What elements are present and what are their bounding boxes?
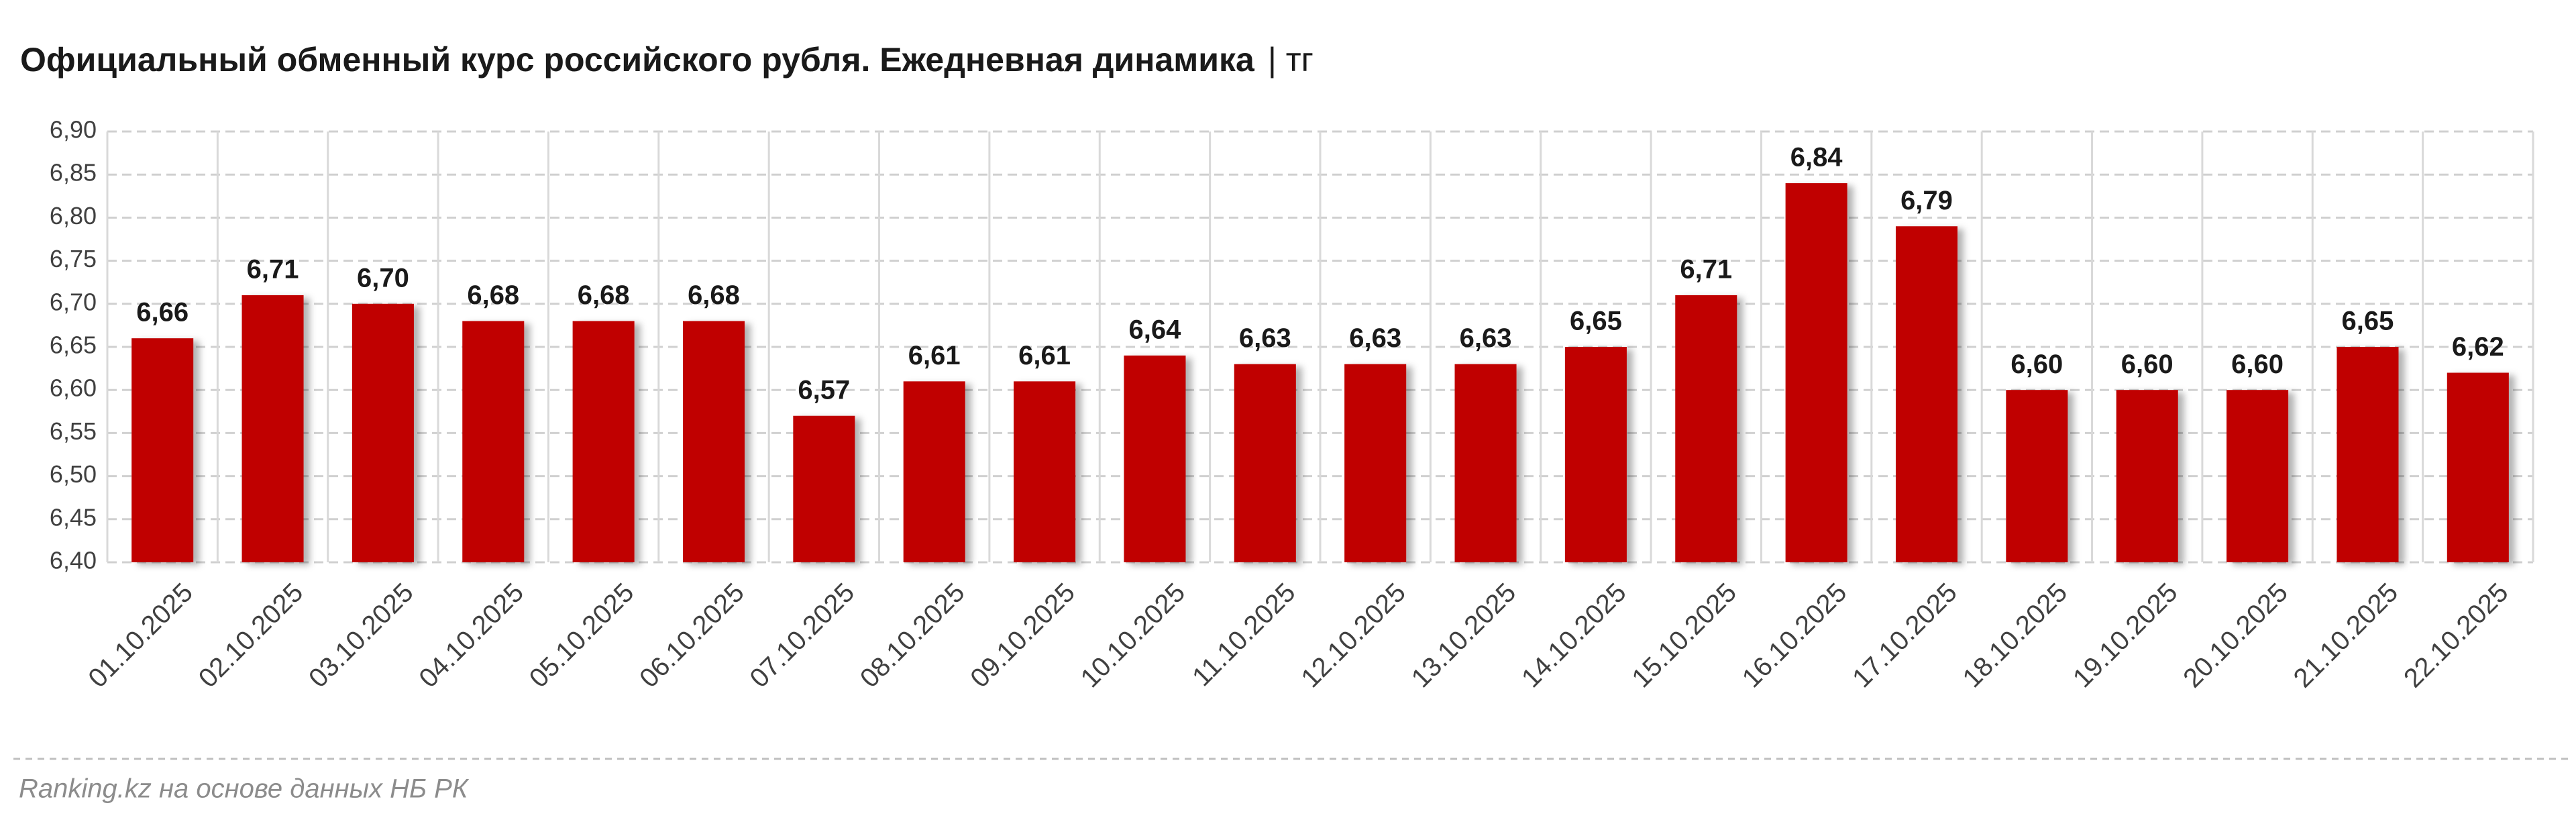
- y-tick-label: 6,85: [50, 159, 97, 187]
- x-tick-label: 18.10.2025: [1957, 578, 2074, 694]
- bar: [2226, 390, 2289, 562]
- value-label: 6,68: [688, 280, 740, 310]
- bar: [2116, 390, 2178, 562]
- x-tick-label: 21.10.2025: [2288, 578, 2404, 694]
- bar: [682, 321, 745, 562]
- y-tick-label: 6,45: [50, 503, 97, 531]
- value-label: 6,62: [2452, 332, 2504, 362]
- y-tick-label: 6,75: [50, 245, 97, 272]
- bar: [1234, 364, 1296, 562]
- x-tick-label: 19.10.2025: [2068, 578, 2184, 694]
- x-tick-label: 02.10.2025: [193, 578, 309, 694]
- x-tick-label: 14.10.2025: [1516, 578, 1632, 694]
- bar: [2006, 390, 2068, 562]
- value-label: 6,60: [2231, 350, 2284, 379]
- x-tick-label: 22.10.2025: [2398, 578, 2514, 694]
- bar: [1344, 364, 1407, 562]
- value-label: 6,65: [2342, 307, 2394, 336]
- x-tick-label: 05.10.2025: [524, 578, 640, 694]
- value-label: 6,61: [1018, 341, 1071, 370]
- value-label: 6,84: [1790, 143, 1843, 172]
- x-tick-label: 08.10.2025: [855, 578, 971, 694]
- bar: [1014, 381, 1076, 562]
- bar: [1675, 295, 1737, 562]
- bar: [2447, 372, 2509, 562]
- x-tick-label: 11.10.2025: [1187, 578, 1301, 692]
- x-tick-label: 15.10.2025: [1626, 578, 1742, 694]
- y-tick-label: 6,40: [50, 547, 97, 574]
- bar: [1895, 226, 1958, 562]
- x-tick-label: 06.10.2025: [634, 578, 750, 694]
- value-label: 6,60: [2010, 350, 2063, 379]
- value-label: 6,63: [1460, 323, 1512, 353]
- y-tick-label: 6,65: [50, 331, 97, 359]
- bar: [241, 295, 304, 562]
- x-tick-label: 20.10.2025: [2178, 578, 2294, 694]
- value-label: 6,66: [136, 298, 189, 327]
- title-main: Официальный обменный курс российского ру…: [20, 41, 1255, 79]
- bar: [793, 415, 855, 562]
- value-label: 6,70: [357, 263, 409, 293]
- value-label: 6,61: [908, 341, 961, 370]
- y-tick-label: 6,90: [50, 116, 97, 144]
- x-tick-label: 16.10.2025: [1737, 578, 1853, 694]
- bar: [1454, 364, 1517, 562]
- value-label: 6,79: [1900, 186, 1953, 215]
- x-tick-label: 01.10.2025: [83, 578, 199, 694]
- bar: [1124, 355, 1186, 562]
- bar: [903, 381, 965, 562]
- value-label: 6,71: [1680, 255, 1732, 284]
- value-label: 6,68: [578, 280, 630, 310]
- source: Ranking.kz на основе данных НБ РК: [19, 774, 470, 804]
- value-label: 6,71: [247, 255, 299, 284]
- x-tick-label: 07.10.2025: [745, 578, 861, 694]
- x-tick-label: 04.10.2025: [413, 578, 529, 694]
- chart-title: Официальный обменный курс российского ру…: [20, 41, 1313, 79]
- x-tick-label: 03.10.2025: [303, 578, 419, 694]
- x-tick-label: 13.10.2025: [1406, 578, 1522, 694]
- bar: [572, 321, 635, 562]
- y-tick-label: 6,70: [50, 288, 97, 315]
- value-label: 6,65: [1570, 307, 1622, 336]
- bar: [2337, 347, 2399, 562]
- x-tick-label: 17.10.2025: [1847, 578, 1963, 694]
- title-unit: | тг: [1268, 41, 1313, 79]
- value-label: 6,60: [2121, 350, 2174, 379]
- bar: [462, 321, 525, 562]
- x-tick-label: 10.10.2025: [1075, 578, 1191, 694]
- x-tick-label: 09.10.2025: [965, 578, 1081, 694]
- value-label: 6,63: [1349, 323, 1401, 353]
- bar: [131, 338, 194, 562]
- x-tick-label: 12.10.2025: [1295, 578, 1411, 694]
- value-label: 6,68: [467, 280, 519, 310]
- value-label: 6,63: [1239, 323, 1291, 353]
- y-tick-label: 6,60: [50, 374, 97, 402]
- y-tick-label: 6,55: [50, 417, 97, 445]
- bar: [1564, 347, 1627, 562]
- bar: [352, 303, 414, 562]
- y-tick-label: 6,80: [50, 202, 97, 229]
- value-label: 6,64: [1129, 315, 1182, 344]
- y-tick-label: 6,50: [50, 460, 97, 488]
- value-label: 6,57: [798, 375, 850, 405]
- bar: [1785, 183, 1847, 562]
